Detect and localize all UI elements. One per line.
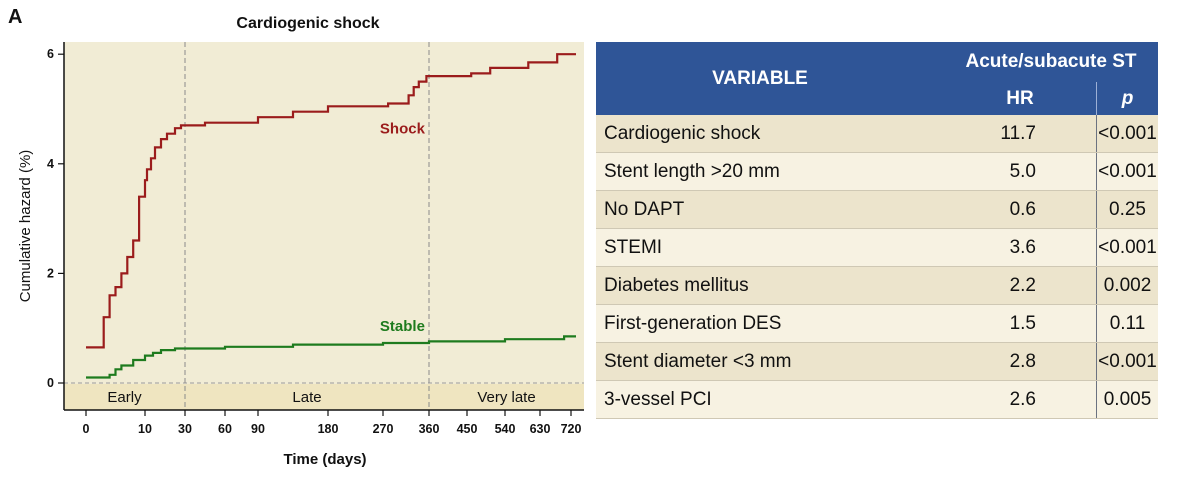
y-axis-title: Cumulative hazard (%)	[17, 150, 34, 303]
p-cell: <0.001	[1096, 152, 1158, 191]
x-axis-title: Time (days)	[283, 451, 366, 468]
table-row: Stent diameter <3 mm 2.8 <0.001	[596, 342, 1158, 381]
variable-cell: Stent length >20 mm	[596, 152, 944, 191]
cumulative-hazard-chart: Cardiogenic shock Early Late Very late 0 2 4 6…	[17, 15, 584, 468]
x-tick-label: 630	[530, 422, 551, 436]
x-tick-label: 0	[83, 422, 90, 436]
x-tick-label: 10	[138, 422, 152, 436]
hr-cell: 2.8	[944, 342, 1097, 381]
x-tick-label: 360	[419, 422, 440, 436]
y-tick-label: 0	[47, 376, 54, 390]
table-row: Stent length >20 mm 5.0 <0.001	[596, 152, 1158, 191]
y-tick-label: 6	[47, 47, 54, 61]
hr-cell: 0.6	[944, 190, 1097, 229]
table-subheader-row: HR p	[596, 82, 1158, 115]
variable-cell: No DAPT	[596, 190, 944, 229]
x-tick-label: 90	[251, 422, 265, 436]
variable-cell: First-generation DES	[596, 304, 944, 343]
variable-cell: Diabetes mellitus	[596, 266, 944, 305]
plot-area	[64, 42, 584, 410]
x-tick-label: 540	[495, 422, 516, 436]
table-row: No DAPT 0.6 0.25	[596, 190, 1158, 229]
p-cell: <0.001	[1096, 115, 1158, 153]
hr-cell: 11.7	[944, 115, 1097, 153]
x-tick-label: 180	[318, 422, 339, 436]
hr-header: HR	[944, 82, 1097, 115]
variable-cell: 3-vessel PCI	[596, 380, 944, 419]
period-label: Very late	[477, 389, 535, 406]
y-tick-label: 4	[47, 157, 54, 171]
p-cell: 0.002	[1096, 266, 1158, 305]
table-row: Cardiogenic shock 11.7 <0.001	[596, 115, 1158, 153]
p-cell: <0.001	[1096, 342, 1158, 381]
y-tick-label: 2	[47, 266, 54, 280]
x-tick-label: 720	[561, 422, 582, 436]
table-row: 3-vessel PCI 2.6 0.005	[596, 380, 1158, 419]
period-band	[64, 384, 584, 410]
p-cell: <0.001	[1096, 228, 1158, 267]
hr-cell: 2.2	[944, 266, 1097, 305]
series-label-stable: Stable	[380, 318, 425, 335]
series-line-stable	[86, 335, 576, 379]
period-label: Early	[107, 389, 142, 406]
chart-title: Cardiogenic shock	[236, 15, 379, 32]
panel-label: A	[8, 6, 23, 28]
variable-header: VARIABLE	[596, 42, 944, 115]
hr-cell: 1.5	[944, 304, 1097, 343]
group-header: Acute/subacute ST	[944, 42, 1158, 82]
variable-cell: STEMI	[596, 228, 944, 267]
p-header: p	[1096, 82, 1158, 115]
variable-cell: Stent diameter <3 mm	[596, 342, 944, 381]
table-row: First-generation DES 1.5 0.11	[596, 304, 1158, 343]
x-tick-label: 450	[457, 422, 478, 436]
series-label-shock: Shock	[380, 121, 426, 138]
hr-cell: 3.6	[944, 228, 1097, 267]
x-tick-label: 270	[373, 422, 394, 436]
x-tick-label: 60	[218, 422, 232, 436]
table-row: Diabetes mellitus 2.2 0.002	[596, 266, 1158, 305]
hr-cell: 2.6	[944, 380, 1097, 419]
risk-factor-table: VARIABLE Acute/subacute ST HR p Cardioge…	[596, 42, 1158, 419]
p-cell: 0.11	[1096, 304, 1158, 343]
table-header-row: VARIABLE Acute/subacute ST	[596, 42, 1158, 115]
p-cell: 0.25	[1096, 190, 1158, 229]
table-row: STEMI 3.6 <0.001	[596, 228, 1158, 267]
period-label: Late	[292, 389, 321, 406]
hr-cell: 5.0	[944, 152, 1097, 191]
x-tick-label: 30	[178, 422, 192, 436]
p-cell: 0.005	[1096, 380, 1158, 419]
series-line-shock	[86, 53, 576, 349]
variable-cell: Cardiogenic shock	[596, 115, 944, 153]
